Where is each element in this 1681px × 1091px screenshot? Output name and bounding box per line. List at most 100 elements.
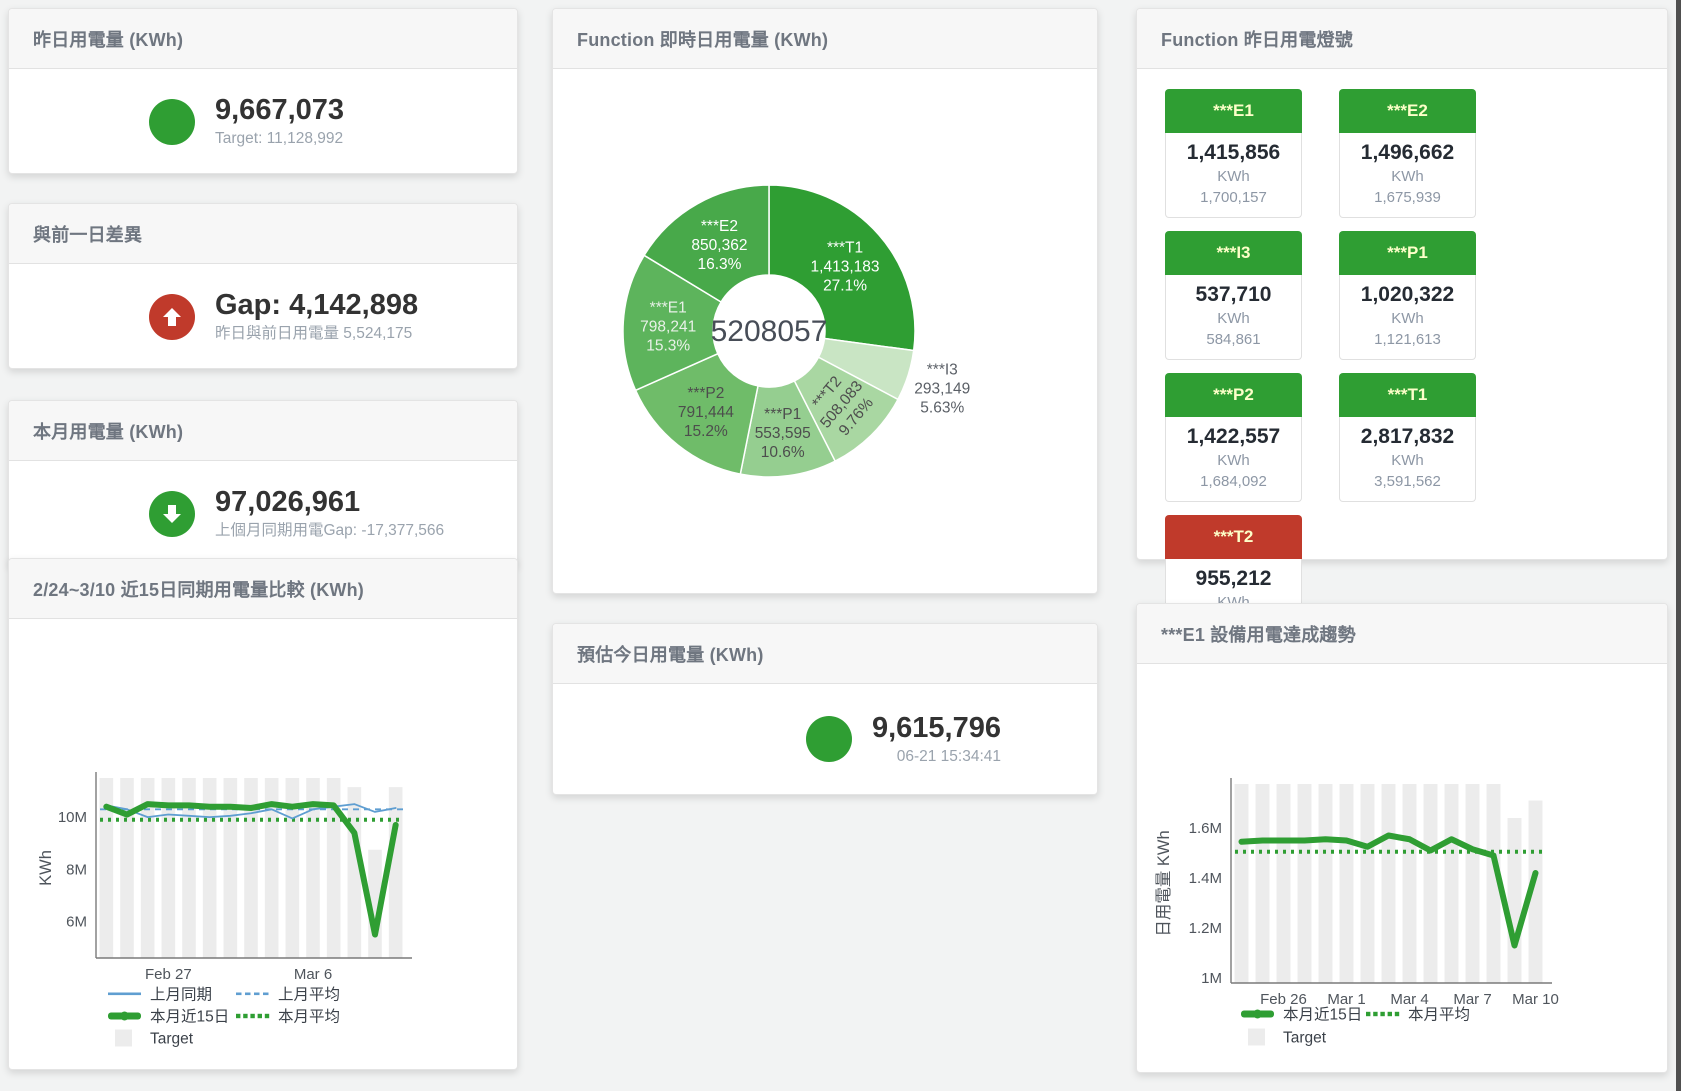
yesterday-target-label: Target: 11,128,992 (215, 130, 344, 147)
card-realtime-donut: Function 即時日用電量 (KWh) ***T1 1,413,183 27.1… (552, 8, 1098, 594)
svg-text:8M: 8M (66, 861, 87, 878)
tile-unit: KWh (1217, 168, 1250, 185)
realtime-donut-title: Function 即時日用電量 (KWh) (553, 9, 1097, 69)
arrow-up-icon (149, 293, 195, 340)
tile-value: 2,817,832 (1360, 425, 1455, 448)
day-gap-stat: Gap: 4,142,898 昨日與前日用電量 5,524,175 (9, 264, 517, 369)
donut-chart-canvas: ***T1 1,413,183 27.1% ***I3 293,149 5.63% ***T… (622, 184, 970, 478)
tile-target: 584,861 (1206, 331, 1261, 348)
tile-value: 1,415,856 (1186, 141, 1281, 164)
card-month-title: 本月用電量 (KWh) (9, 401, 517, 461)
green-status-circle-icon (805, 716, 852, 762)
light-tile: ***P1 1,020,322 KWh 1,121,613 (1339, 231, 1476, 360)
svg-text:Mar 7: Mar 7 (1453, 991, 1491, 1008)
tile-target: 1,121,613 (1374, 331, 1441, 348)
e1-trend-chart-canvas: 1M 1.2M 1.4M 1.6M Feb 26 Mar 1 Mar 4 Mar 7 Mar 1… (1155, 778, 1559, 1047)
svg-text:本月近15日: 本月近15日 (150, 1008, 229, 1026)
light-tile: ***E2 1,496,662 KWh 1,675,939 (1339, 89, 1476, 218)
svg-text:5208057: 5208057 (711, 315, 828, 348)
svg-text:1.4M: 1.4M (1189, 870, 1222, 887)
month-gap-sub: 上個月同期用電Gap: -17,377,566 (215, 522, 445, 539)
light-tile: ***I3 537,710 KWh 584,861 (1165, 231, 1302, 360)
card-day-gap: 與前一日差異 Gap: 4,142,898 昨日與前日用電量 5,524,175 (8, 203, 518, 369)
tile-unit: KWh (1391, 310, 1424, 327)
svg-text:6M: 6M (66, 913, 87, 930)
tile-unit: KWh (1217, 310, 1250, 327)
green-status-circle-icon (149, 98, 195, 145)
estimate-timestamp: 06-21 15:34:41 (896, 747, 1001, 765)
tile-label: ***E1 (1165, 89, 1302, 133)
svg-text:1.2M: 1.2M (1189, 920, 1222, 937)
svg-text:Target: Target (150, 1031, 194, 1048)
tile-value: 1,496,662 (1360, 141, 1455, 164)
compare-chart-title: 2/24~3/10 近15日同期用電量比較 (KWh) (9, 559, 517, 619)
estimate-value: 9,615,796 (871, 711, 1001, 744)
tile-label: ***P2 (1165, 373, 1302, 417)
svg-text:本月近15日: 本月近15日 (1283, 1006, 1362, 1024)
svg-text:上月平均: 上月平均 (278, 986, 340, 1004)
arrow-down-icon (149, 490, 195, 537)
light-tile: ***T1 2,817,832 KWh 3,591,562 (1339, 373, 1476, 502)
tile-value: 955,212 (1195, 567, 1272, 590)
tile-label: ***E2 (1339, 89, 1476, 133)
card-estimate-today: 預估今日用電量 (KWh) 9,615,796 06-21 15:34:41 (552, 623, 1098, 795)
e1-trend-title: ***E1 設備用電達成趨勢 (1137, 604, 1667, 664)
tile-value: 537,710 (1195, 283, 1272, 306)
tile-label: ***I3 (1165, 231, 1302, 275)
card-day-gap-title: 與前一日差異 (9, 204, 517, 264)
tile-value: 1,422,557 (1186, 425, 1281, 448)
yesterday-value: 9,667,073 (215, 94, 345, 126)
lights-tile-grid: ***E1 1,415,856 KWh 1,700,157 ***E2 1,49… (1137, 69, 1667, 657)
month-stat: 97,026,961 上個月同期用電Gap: -17,377,566 (9, 461, 517, 566)
vertical-scrollbar[interactable] (1676, 0, 1681, 1091)
light-tile: ***P2 1,422,557 KWh 1,684,092 (1165, 373, 1302, 502)
estimate-title: 預估今日用電量 (KWh) (553, 624, 1097, 684)
svg-text:Target: Target (1283, 1030, 1327, 1047)
day-gap-value: Gap: 4,142,898 (215, 289, 419, 321)
svg-text:Feb 27: Feb 27 (145, 966, 192, 983)
tile-target: 1,675,939 (1374, 189, 1441, 206)
yesterday-stat: 9,667,073 Target: 11,128,992 (9, 69, 517, 174)
estimate-stat: 9,615,796 06-21 15:34:41 (553, 684, 1097, 794)
svg-text:1M: 1M (1201, 970, 1222, 987)
svg-text:10M: 10M (58, 809, 87, 826)
day-gap-sub: 昨日與前日用電量 5,524,175 (215, 325, 413, 342)
card-e1-trend-chart: ***E1 設備用電達成趨勢 1M 1.2M 1.4M 1.6M Feb 26 Mar 1… (1136, 603, 1668, 1073)
light-tile: ***E1 1,415,856 KWh 1,700,157 (1165, 89, 1302, 218)
card-yesterday-lights: Function 昨日用電燈號 ***E1 1,415,856 KWh 1,70… (1136, 8, 1668, 644)
lights-title: Function 昨日用電燈號 (1137, 9, 1667, 69)
month-value: 97,026,961 (215, 486, 361, 518)
svg-text:KWh: KWh (37, 850, 55, 886)
svg-text:上月同期: 上月同期 (150, 986, 212, 1004)
card-month-usage: 本月用電量 (KWh) 97,026,961 上個月同期用電Gap: -17,3… (8, 400, 518, 566)
svg-text:1.6M: 1.6M (1189, 820, 1222, 837)
tile-target: 1,700,157 (1200, 189, 1267, 206)
svg-text:Mar 6: Mar 6 (294, 966, 332, 983)
tile-unit: KWh (1391, 452, 1424, 469)
tile-label: ***T2 (1165, 515, 1302, 559)
svg-text:Mar 4: Mar 4 (1390, 991, 1428, 1008)
svg-text:Mar 1: Mar 1 (1327, 991, 1365, 1008)
card-15day-compare-chart: 2/24~3/10 近15日同期用電量比較 (KWh) 6M 8M 10M Feb 2… (8, 558, 518, 1070)
tile-label: ***T1 (1339, 373, 1476, 417)
svg-text:Feb 26: Feb 26 (1260, 991, 1307, 1008)
svg-text:日用電量 KWh: 日用電量 KWh (1155, 830, 1173, 936)
card-yesterday-title: 昨日用電量 (KWh) (9, 9, 517, 69)
svg-text:本月平均: 本月平均 (1408, 1006, 1470, 1024)
tile-unit: KWh (1217, 452, 1250, 469)
svg-text:Mar 10: Mar 10 (1512, 991, 1559, 1008)
tile-label: ***P1 (1339, 231, 1476, 275)
svg-text:***T2508,0839.76%: ***T2508,0839.76% (803, 366, 881, 444)
tile-target: 3,591,562 (1374, 473, 1441, 490)
tile-target: 1,684,092 (1200, 473, 1267, 490)
card-yesterday-usage: 昨日用電量 (KWh) 9,667,073 Target: 11,128,992 (8, 8, 518, 174)
svg-text:本月平均: 本月平均 (278, 1008, 340, 1026)
tile-unit: KWh (1391, 168, 1424, 185)
